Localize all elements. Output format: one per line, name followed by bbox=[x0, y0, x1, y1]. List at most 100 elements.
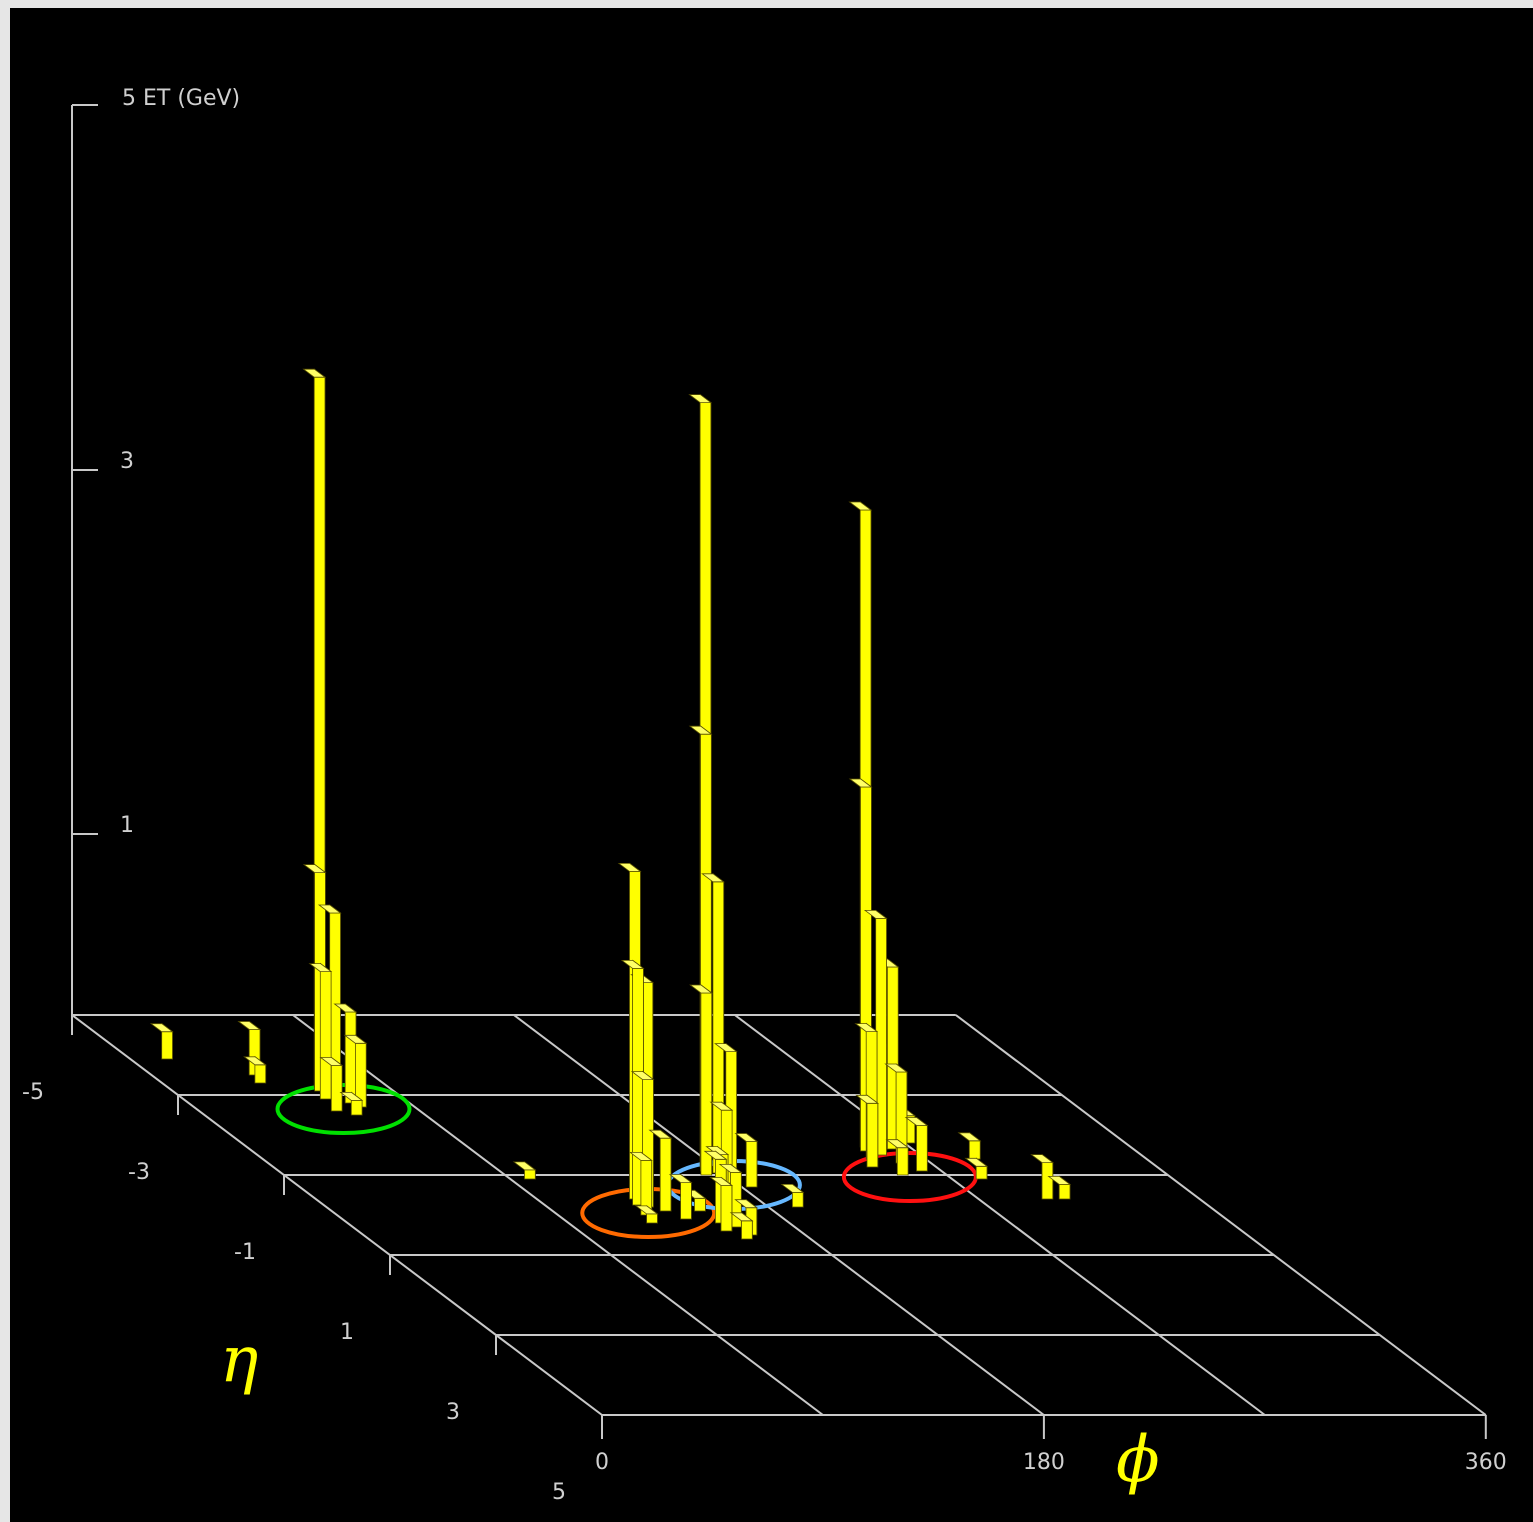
tower-front bbox=[646, 1213, 658, 1224]
tower-front bbox=[350, 1100, 363, 1116]
tower-top bbox=[339, 1092, 364, 1101]
tower bbox=[734, 1132, 759, 1188]
tower bbox=[620, 959, 645, 1206]
tower-top bbox=[629, 1152, 653, 1161]
tower bbox=[855, 1094, 879, 1168]
eta-tick-label: 1 bbox=[340, 1320, 354, 1345]
tower-top bbox=[703, 1150, 728, 1160]
tower-top bbox=[149, 1023, 174, 1033]
tower-top bbox=[317, 904, 342, 914]
tower-front bbox=[741, 1220, 753, 1240]
tower-top bbox=[884, 1063, 909, 1073]
phi-axis-symbol: ϕ bbox=[1116, 1423, 1160, 1497]
axis-tick-labels: -5 -3 -1 1 3 5 0 180 360 bbox=[22, 1080, 1507, 1505]
tower-front bbox=[161, 1031, 173, 1060]
energy-towers bbox=[149, 368, 1072, 1240]
tower bbox=[957, 1131, 982, 1160]
grid-line-phi bbox=[292, 1014, 824, 1416]
jet-ring bbox=[275, 1083, 412, 1135]
tower-top bbox=[634, 1205, 659, 1215]
tower-front bbox=[916, 1125, 928, 1172]
lego-plot: 5 ET (GeV) 3 1 -5 -3 -1 1 3 5 0 180 360 η ϕ bbox=[22, 86, 1507, 1505]
tower-top bbox=[957, 1132, 982, 1142]
tower bbox=[689, 984, 713, 1176]
tower-top bbox=[709, 1101, 734, 1111]
tower-top bbox=[302, 368, 327, 378]
tower-top bbox=[620, 960, 645, 969]
tower-front bbox=[694, 1197, 706, 1212]
tower-front bbox=[866, 1102, 879, 1168]
z-axis: 5 ET (GeV) 3 1 bbox=[71, 86, 240, 1015]
tower bbox=[668, 1173, 693, 1220]
tower bbox=[634, 1205, 659, 1224]
tower-front bbox=[792, 1192, 804, 1208]
tower bbox=[885, 1138, 910, 1176]
tower bbox=[964, 1157, 989, 1180]
tower-top bbox=[885, 1139, 910, 1149]
tower-front bbox=[720, 1185, 733, 1232]
tower-top bbox=[729, 1212, 754, 1222]
tower bbox=[709, 1176, 734, 1232]
tower bbox=[729, 1211, 754, 1240]
tower-front bbox=[524, 1169, 536, 1180]
grid-line-phi bbox=[955, 1014, 1487, 1416]
z-axis-tick-label: 1 bbox=[120, 813, 134, 838]
tower-top bbox=[237, 1021, 262, 1030]
tower-front bbox=[745, 1141, 758, 1188]
tower-top bbox=[964, 1157, 989, 1167]
tower-top bbox=[718, 1164, 743, 1173]
tower-top bbox=[701, 873, 725, 883]
tower-front bbox=[1041, 1162, 1054, 1200]
lego-plot-panel: 5 ET (GeV) 3 1 -5 -3 -1 1 3 5 0 180 360 η ϕ bbox=[10, 8, 1533, 1522]
tower-top bbox=[714, 1043, 738, 1052]
tower bbox=[343, 1034, 368, 1108]
tower-top bbox=[630, 1071, 655, 1080]
eta-tick-label: -3 bbox=[128, 1160, 150, 1185]
tower-top bbox=[648, 1129, 673, 1139]
tower bbox=[648, 1129, 673, 1212]
tower-top bbox=[302, 864, 327, 873]
phi-tick-label: 180 bbox=[1023, 1450, 1065, 1475]
z-axis-tick-label: 3 bbox=[120, 449, 134, 474]
tower bbox=[780, 1183, 805, 1208]
tower-front bbox=[975, 1165, 988, 1180]
tower-front bbox=[1058, 1184, 1071, 1200]
tower bbox=[512, 1161, 537, 1180]
tower-top bbox=[709, 1177, 734, 1186]
tower-top bbox=[343, 1034, 368, 1044]
phi-tick-label: 360 bbox=[1465, 1450, 1507, 1475]
tower-top bbox=[734, 1199, 758, 1209]
tower-front bbox=[680, 1182, 692, 1220]
tower-top bbox=[854, 1023, 879, 1032]
tower-top bbox=[863, 910, 888, 919]
tower bbox=[319, 1056, 344, 1112]
tower bbox=[339, 1091, 364, 1116]
tower-top bbox=[904, 1117, 929, 1126]
eta-tick-label: 3 bbox=[446, 1400, 460, 1425]
eta-axis-symbol: η bbox=[220, 1323, 258, 1397]
tower-top bbox=[1047, 1176, 1072, 1185]
tower-top bbox=[689, 984, 713, 994]
tower-top bbox=[855, 1094, 879, 1104]
tower bbox=[243, 1055, 267, 1084]
tower-front bbox=[319, 971, 332, 1100]
jet-ring bbox=[841, 1151, 978, 1203]
eta-tick-label: -5 bbox=[22, 1080, 44, 1105]
grid-line-phi bbox=[71, 1014, 603, 1416]
tower-top bbox=[848, 778, 873, 788]
tower-top bbox=[688, 394, 713, 404]
tower bbox=[904, 1116, 929, 1172]
floor-grid bbox=[71, 1014, 1487, 1439]
phi-tick-label: 0 bbox=[595, 1450, 609, 1475]
eta-tick-label: 5 bbox=[552, 1480, 566, 1505]
tower bbox=[682, 1189, 707, 1212]
tower bbox=[1030, 1153, 1054, 1200]
tower bbox=[308, 962, 333, 1100]
tower-top bbox=[848, 501, 873, 511]
tower-top bbox=[780, 1184, 805, 1193]
tower-top bbox=[668, 1174, 693, 1183]
tower-top bbox=[617, 863, 642, 872]
tower bbox=[875, 958, 900, 1150]
tower-front bbox=[968, 1140, 981, 1160]
tower-top bbox=[512, 1161, 537, 1171]
